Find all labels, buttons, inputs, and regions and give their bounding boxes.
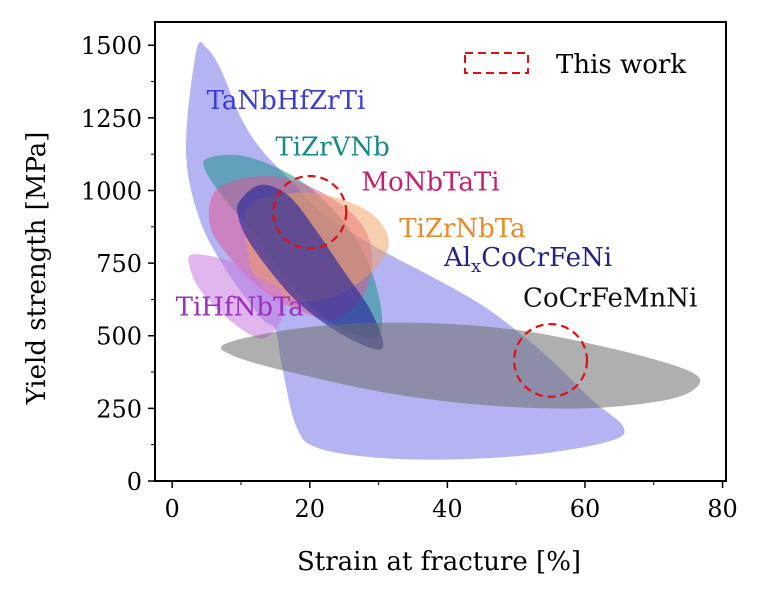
- legend-label: This work: [556, 50, 686, 80]
- y-tick-label: 1250: [81, 105, 142, 133]
- x-tick-label: 40: [432, 495, 463, 523]
- plot-frame: [154, 21, 727, 482]
- ticks-layer: 0 20 40 60 80 0 250 500 750 1000 1250 1500: [81, 32, 738, 523]
- region-label-tanbhfzrti: TaNbHfZrTi: [207, 86, 366, 116]
- this-work-marker-2: [513, 323, 589, 398]
- region-label-monbtati: MoNbTaTi: [361, 167, 499, 197]
- y-tick-label: 1500: [81, 32, 142, 60]
- y-tick-label: 1000: [81, 177, 142, 205]
- region-label-cocrfemnni: CoCrFeMnNi: [523, 284, 697, 314]
- y-tick-label: 0: [127, 468, 142, 496]
- x-tick-label: 20: [295, 495, 326, 523]
- legend-swatch: [464, 52, 529, 74]
- y-axis-label: Yield strength [MPa]: [22, 132, 52, 406]
- legend: This work: [464, 50, 686, 80]
- region-labels-layer: TaNbHfZrTi TiZrVNb MoNbTaTi TiZrNbTaAlxCoCr…: [176, 86, 698, 322]
- axes-layer: [154, 21, 727, 482]
- x-tick-label: 80: [707, 495, 738, 523]
- region-al-xcocrfeni: [237, 184, 384, 350]
- region-cocrfemnni: [220, 322, 701, 409]
- region-label-al-xcocrfeni: AlxCoCrFeNi: [443, 243, 612, 277]
- x-tick-label: 0: [165, 495, 180, 523]
- y-tick-label: 250: [96, 395, 142, 423]
- this-work-marker-1: [272, 174, 348, 250]
- region-label-tihfnbta: TiHfNbTa: [176, 292, 304, 322]
- this-work-layer: [272, 174, 589, 398]
- y-tick-label: 500: [96, 323, 142, 351]
- region-label-tizrnbta: TiZrNbTa: [399, 214, 525, 244]
- region-label-tizrvnb: TiZrVNb: [275, 133, 389, 163]
- region-tihfnbta: [188, 254, 286, 339]
- x-axis-label: Strain at fracture [%]: [297, 547, 581, 577]
- x-tick-label: 60: [570, 495, 601, 523]
- y-tick-label: 750: [96, 250, 142, 278]
